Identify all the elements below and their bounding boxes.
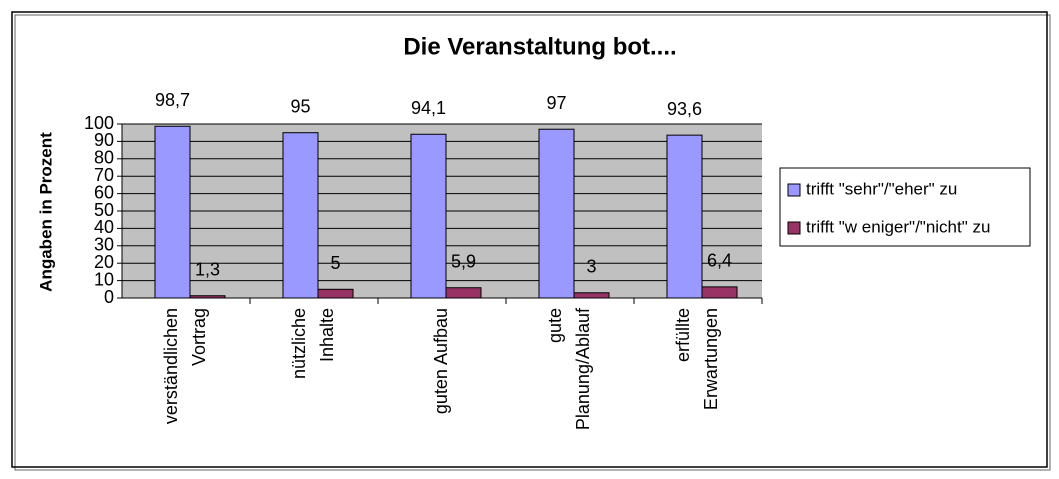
bar	[573, 292, 610, 299]
data-label: 95	[290, 96, 310, 116]
x-tick-label: Inhalte	[317, 308, 337, 362]
y-tick-label: 20	[94, 252, 114, 272]
data-label: 97	[546, 93, 566, 113]
y-tick-label: 90	[94, 130, 114, 150]
bar	[445, 287, 482, 299]
x-tick-label: nützliche	[289, 308, 309, 379]
y-axis-label: Angaben in Prozent	[36, 132, 55, 292]
data-label: 5	[330, 253, 340, 273]
bar	[538, 128, 575, 299]
data-label: 3	[586, 257, 596, 277]
x-tick-label: verständlichen	[161, 308, 181, 424]
y-tick-label: 70	[94, 165, 114, 185]
chart-title: Die Veranstaltung bot....	[403, 33, 676, 60]
y-tick-label: 40	[94, 217, 114, 237]
bar	[154, 125, 191, 299]
data-label: 98,7	[155, 90, 190, 110]
legend-swatch	[787, 183, 801, 197]
x-tick-label: Planung/Ablauf	[573, 307, 593, 430]
legend-swatch	[787, 221, 801, 235]
y-tick-label: 80	[94, 148, 114, 168]
y-tick-label: 10	[94, 269, 114, 289]
legend-label: trifft "sehr"/"eher" zu	[806, 179, 957, 198]
y-tick-label: 60	[94, 182, 114, 202]
bar	[666, 134, 703, 299]
frame-shadow	[14, 14, 1051, 471]
x-tick-label: Erwartungen	[701, 308, 721, 410]
bar	[189, 295, 226, 299]
data-label: 5,9	[451, 251, 476, 271]
data-label: 6,4	[707, 251, 732, 271]
bar	[317, 288, 354, 299]
data-label: 93,6	[667, 99, 702, 119]
y-tick-label: 100	[84, 113, 114, 133]
x-tick-label: guten Aufbau	[431, 308, 451, 414]
bar	[410, 133, 447, 299]
legend-label: trifft "w eniger"/"nicht" zu	[806, 217, 990, 236]
data-label: 1,3	[195, 259, 220, 279]
y-tick-label: 0	[104, 287, 114, 307]
data-label: 94,1	[411, 98, 446, 118]
legend-box	[779, 167, 1031, 247]
bar	[282, 132, 319, 299]
x-tick-label: Vortrag	[189, 308, 209, 366]
x-tick-label: erfüllte	[673, 308, 693, 362]
y-tick-label: 50	[94, 200, 114, 220]
x-tick-label: gute	[545, 308, 565, 343]
y-tick-label: 30	[94, 235, 114, 255]
bar	[701, 286, 738, 299]
